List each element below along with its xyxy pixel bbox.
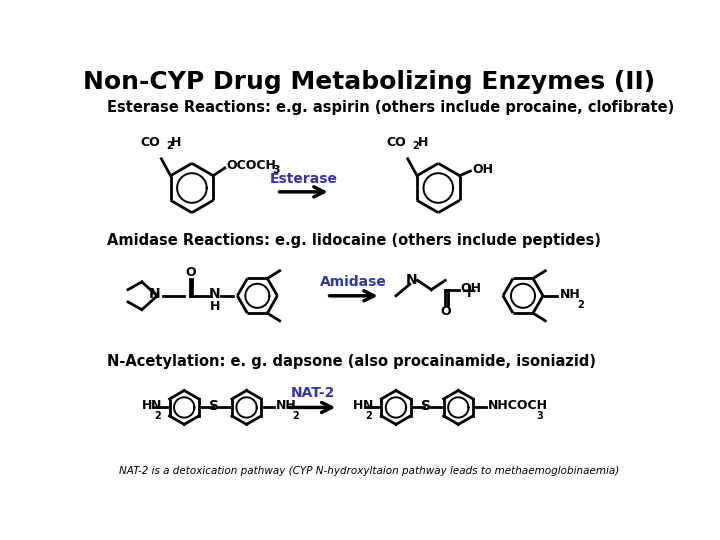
Text: 2: 2 xyxy=(166,141,173,151)
Text: 2: 2 xyxy=(577,300,584,309)
Text: Amidase: Amidase xyxy=(320,275,387,289)
Text: Amidase Reactions: e.g. lidocaine (others include peptides): Amidase Reactions: e.g. lidocaine (other… xyxy=(107,233,601,248)
Text: CO: CO xyxy=(140,137,160,150)
Text: OH: OH xyxy=(461,281,482,295)
Text: OH: OH xyxy=(472,163,493,176)
Text: 3: 3 xyxy=(536,410,543,421)
Text: H: H xyxy=(354,400,364,413)
Text: O: O xyxy=(441,305,451,318)
Text: +: + xyxy=(461,282,477,301)
Text: H: H xyxy=(171,137,181,150)
Text: CO: CO xyxy=(387,137,406,150)
Text: H: H xyxy=(418,137,428,150)
Text: NH: NH xyxy=(276,400,297,413)
Text: 2: 2 xyxy=(413,141,419,151)
Text: N-Acetylation: e. g. dapsone (also procainamide, isoniazid): N-Acetylation: e. g. dapsone (also proca… xyxy=(107,354,596,369)
Text: 2: 2 xyxy=(154,410,161,421)
Text: S: S xyxy=(421,399,431,413)
Text: N: N xyxy=(362,400,373,413)
Text: S: S xyxy=(210,399,219,413)
Text: N: N xyxy=(148,287,160,301)
Text: NH: NH xyxy=(560,288,581,301)
Text: Esterase: Esterase xyxy=(269,172,338,186)
Text: N: N xyxy=(210,287,221,301)
Text: H: H xyxy=(210,300,220,313)
Text: Esterase Reactions: e.g. aspirin (others include procaine, clofibrate): Esterase Reactions: e.g. aspirin (others… xyxy=(107,100,675,114)
Text: 2: 2 xyxy=(366,410,372,421)
Text: N: N xyxy=(150,400,161,413)
Text: NAT-2: NAT-2 xyxy=(291,386,335,400)
Text: O: O xyxy=(185,266,196,279)
Text: OCOCH: OCOCH xyxy=(226,159,276,172)
Text: 3: 3 xyxy=(269,165,280,176)
Text: NAT-2 is a detoxication pathway (CYP N-hydroxyltaion pathway leads to methaemogl: NAT-2 is a detoxication pathway (CYP N-h… xyxy=(119,465,619,476)
Text: N: N xyxy=(405,273,417,287)
Text: H: H xyxy=(142,400,152,413)
Text: 2: 2 xyxy=(292,410,299,421)
Text: NHCOCH: NHCOCH xyxy=(487,400,548,413)
Text: Non-CYP Drug Metabolizing Enzymes (II): Non-CYP Drug Metabolizing Enzymes (II) xyxy=(83,70,655,94)
